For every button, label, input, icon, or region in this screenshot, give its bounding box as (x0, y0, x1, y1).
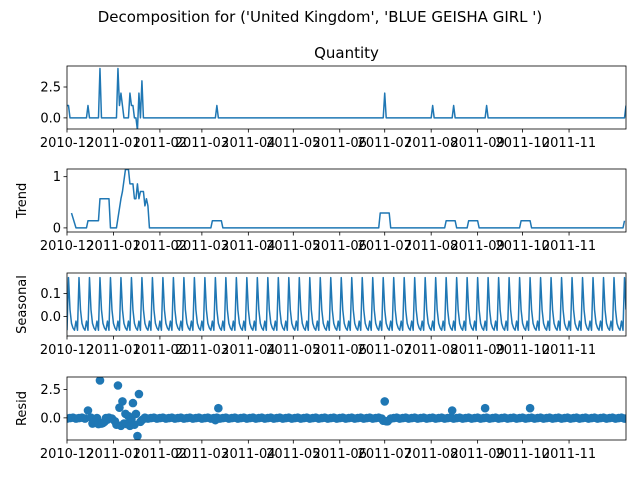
axes-frame (66, 65, 627, 130)
y-tick-label: 0.0 (40, 111, 61, 126)
resid-point (380, 397, 390, 406)
y-axis-label: Trend (15, 183, 30, 220)
x-tick-label: 2011-11 (542, 447, 596, 462)
x-tick-label: 2011-10 (495, 239, 549, 254)
figure-suptitle: Decomposition for ('United Kingdom', 'BL… (98, 8, 543, 26)
x-tick-label: 2011-11 (542, 343, 596, 358)
resid-point (211, 415, 220, 425)
axes-frame (66, 272, 627, 337)
x-tick-label: 2011-02 (133, 239, 187, 254)
resid-point (480, 403, 490, 413)
x-tick-label: 2011-04 (221, 136, 275, 151)
resid-point (447, 406, 457, 415)
x-tick-label: 2011-01 (86, 447, 140, 462)
y-tick-label: 0.0 (40, 411, 61, 426)
observed-panel: 2010-122011-012011-022011-032011-042011-… (40, 44, 627, 151)
axes-frame (66, 376, 627, 441)
x-tick-label: 2011-06 (313, 239, 367, 254)
plot-area (67, 377, 626, 440)
resid-point (103, 415, 112, 424)
x-tick-label: 2011-06 (313, 343, 367, 358)
x-tick-label: 2011-06 (313, 447, 367, 462)
resid-point (620, 414, 626, 423)
x-tick-label: 2011-05 (266, 343, 320, 358)
x-tick-label: 2011-03 (175, 447, 229, 462)
x-tick-label: 2011-07 (358, 136, 412, 151)
y-tick-label: 0 (53, 221, 61, 236)
panel-title: Quantity (314, 44, 379, 62)
x-tick-label: 2011-09 (450, 239, 504, 254)
y-tick-label: 0.0 (40, 310, 61, 325)
resid-point (131, 409, 141, 419)
x-tick-label: 2011-05 (266, 136, 320, 151)
seasonal-panel: 2010-122011-012011-022011-032011-042011-… (15, 272, 627, 358)
resid-point (113, 381, 123, 390)
x-tick-label: 2011-09 (450, 343, 504, 358)
x-tick-label: 2011-11 (542, 239, 596, 254)
x-tick-label: 2011-03 (175, 343, 229, 358)
x-tick-label: 2011-05 (266, 239, 320, 254)
resid-point (133, 431, 142, 440)
x-tick-label: 2011-08 (404, 343, 458, 358)
x-tick-label: 2011-07 (358, 447, 412, 462)
x-tick-label: 2011-04 (221, 447, 275, 462)
seasonal-line (67, 276, 626, 332)
x-tick-label: 2011-10 (495, 447, 549, 462)
x-tick-label: 2010-12 (40, 343, 94, 358)
x-tick-label: 2010-12 (40, 239, 94, 254)
x-tick-label: 2011-02 (133, 136, 187, 151)
x-tick-label: 2011-07 (358, 343, 412, 358)
x-tick-label: 2011-04 (221, 239, 275, 254)
resid-point (95, 377, 105, 385)
x-tick-label: 2011-09 (450, 447, 504, 462)
resid-point (128, 398, 138, 408)
x-tick-label: 2011-02 (133, 447, 187, 462)
resid-point (139, 414, 148, 424)
trend-panel: 2010-122011-012011-022011-032011-042011-… (15, 168, 627, 254)
x-tick-label: 2011-01 (86, 239, 140, 254)
x-tick-label: 2011-04 (221, 343, 275, 358)
x-tick-label: 2011-01 (86, 136, 140, 151)
y-tick-label: 1 (53, 170, 61, 185)
axes-frame (66, 168, 627, 233)
x-tick-label: 2011-10 (495, 136, 549, 151)
x-tick-label: 2011-10 (495, 343, 549, 358)
resid-point (525, 403, 535, 413)
y-axis-label: Resid (15, 391, 30, 426)
y-axis-label: Seasonal (15, 275, 30, 334)
y-tick-label: 2.5 (40, 81, 61, 96)
x-tick-label: 2011-08 (404, 239, 458, 254)
x-tick-label: 2010-12 (40, 447, 94, 462)
plot-area (67, 67, 626, 129)
x-tick-label: 2011-08 (404, 136, 458, 151)
x-tick-label: 2011-09 (450, 136, 504, 151)
y-tick-label: 2.5 (40, 383, 61, 398)
resid-point (383, 416, 393, 426)
observed-line (67, 67, 626, 129)
x-tick-label: 2011-07 (358, 239, 412, 254)
x-tick-label: 2010-12 (40, 136, 94, 151)
x-tick-label: 2011-03 (175, 136, 229, 151)
resid-point (83, 406, 93, 415)
x-tick-label: 2011-05 (266, 447, 320, 462)
x-tick-label: 2011-01 (86, 343, 140, 358)
resid-panel: 2010-122011-012011-022011-032011-042011-… (15, 376, 627, 462)
y-tick-label: 0.1 (40, 287, 61, 302)
plot-area (70, 169, 626, 229)
resid-point (214, 403, 223, 413)
x-tick-label: 2011-03 (175, 239, 229, 254)
x-tick-label: 2011-11 (542, 136, 596, 151)
trend-line (70, 169, 626, 229)
x-tick-label: 2011-06 (313, 136, 367, 151)
resid-point (134, 389, 144, 399)
x-tick-label: 2011-08 (404, 447, 458, 462)
resid-point (118, 397, 127, 406)
plot-area (67, 276, 626, 332)
x-tick-label: 2011-02 (133, 343, 187, 358)
